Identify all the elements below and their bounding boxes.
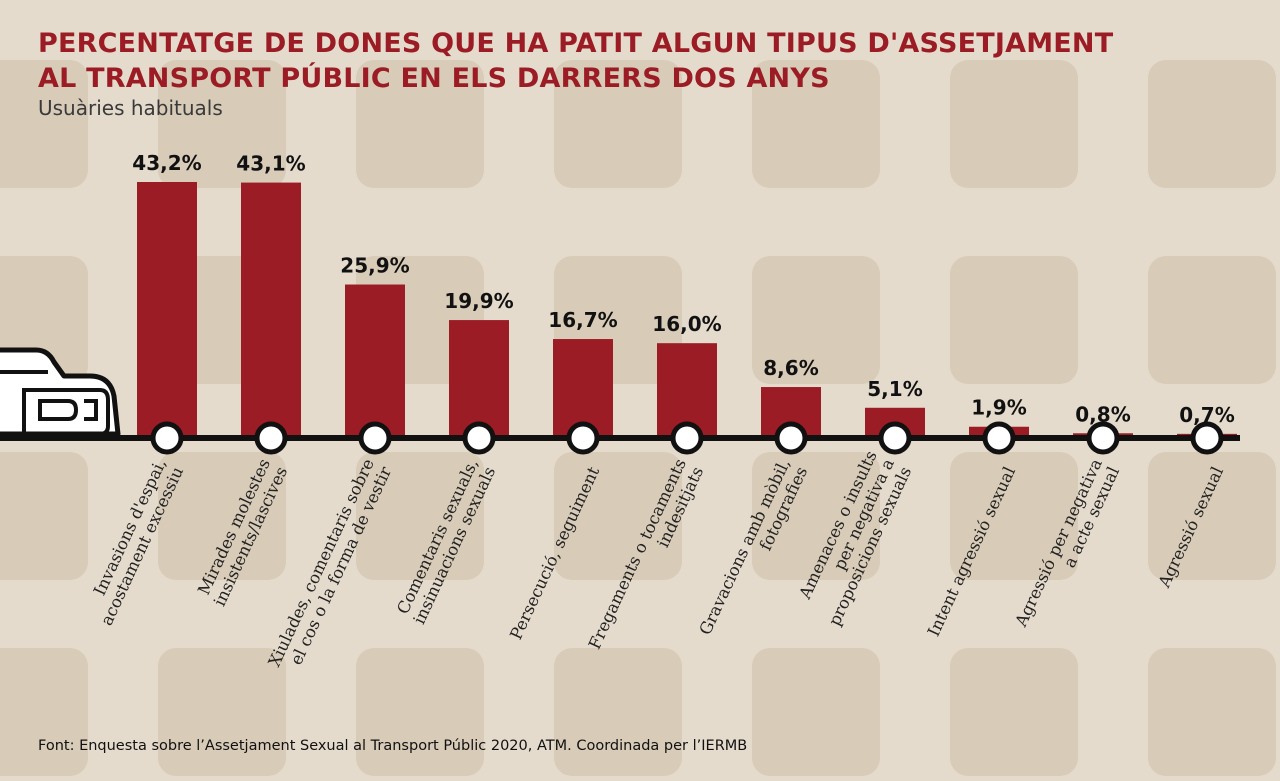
background-tile — [0, 452, 88, 580]
train-icon — [0, 347, 121, 437]
station-stop-icon — [358, 421, 392, 455]
station-stop-icon — [982, 421, 1016, 455]
category-label-line: Gravacions amb mòbil, — [696, 456, 794, 638]
bar — [137, 182, 197, 438]
chart-title-line-1: PERCENTATGE DE DONES QUE HA PATIT ALGUN … — [38, 28, 1114, 59]
category-label: Gravacions amb mòbil,fotografies — [696, 456, 812, 638]
background-tile — [752, 648, 880, 776]
station-stop-icon — [1086, 421, 1120, 455]
category-label-line: Intent agressió sexual — [924, 464, 1019, 639]
background-tile — [158, 60, 286, 188]
background-tile — [950, 256, 1078, 384]
value-label: 43,2% — [132, 151, 201, 175]
bar — [345, 284, 405, 438]
background-tile — [950, 648, 1078, 776]
station-stop-icon — [462, 421, 496, 455]
category-label: Invasions d'espai,acostament excessiu — [90, 456, 187, 629]
background-tile — [554, 648, 682, 776]
category-labels-group: Invasions d'espai,acostament excessiu Mir… — [90, 448, 1227, 670]
background-tile — [752, 60, 880, 188]
value-label: 5,1% — [867, 377, 922, 401]
category-label: Comentaris sexuals,insinuacions sexuals — [393, 456, 499, 627]
chart-title: PERCENTATGE DE DONES QUE HA PATIT ALGUN … — [38, 26, 1238, 96]
background-tile — [554, 60, 682, 188]
station-stop-icon — [1190, 421, 1224, 455]
category-label-line: Agressió sexual — [1154, 464, 1227, 591]
stations-group — [150, 421, 1224, 455]
station-stop-icon — [670, 421, 704, 455]
value-label: 16,7% — [548, 308, 617, 332]
background-tile — [158, 648, 286, 776]
background-tile — [0, 648, 88, 776]
station-stop-icon — [878, 421, 912, 455]
background-tile — [752, 256, 880, 384]
station-stop-icon — [150, 421, 184, 455]
background-tile — [752, 452, 880, 580]
background-tile — [356, 60, 484, 188]
background-tile — [356, 452, 484, 580]
category-label-line: Persecució, seguiment — [506, 463, 603, 642]
background-tile — [0, 60, 88, 188]
background-tile — [1148, 648, 1276, 776]
source-note: Font: Enquesta sobre l’Assetjament Sexua… — [38, 738, 748, 754]
background-tile — [356, 648, 484, 776]
value-label: 16,0% — [652, 312, 721, 336]
background-tile — [158, 452, 286, 580]
station-stop-icon — [254, 421, 288, 455]
station-stop-icon — [774, 421, 808, 455]
bar — [241, 182, 301, 438]
value-labels-group: 43,2% 43,1% 25,9% 19,9% 16,7% 16,0% 8,6% 5,1% 1,… — [132, 151, 1234, 427]
category-label: Agressió sexual — [1154, 464, 1227, 591]
chart-subtitle: Usuàries habituals — [38, 96, 223, 120]
value-label: 19,9% — [444, 289, 513, 313]
category-label: Persecució, seguiment — [506, 463, 603, 642]
value-label: 43,1% — [236, 152, 305, 176]
background-tile — [554, 452, 682, 580]
bars-group — [137, 182, 1237, 438]
value-label: 0,7% — [1179, 403, 1234, 427]
background-tile — [1148, 452, 1276, 580]
category-label-line: el cos o la forma de vestir — [287, 464, 396, 668]
background-tile — [950, 452, 1078, 580]
value-label: 8,6% — [763, 356, 818, 380]
chart-title-line-2: AL TRANSPORT PÚBLIC EN ELS DARRERS DOS A… — [38, 63, 830, 94]
background-tile — [1148, 60, 1276, 188]
value-label: 0,8% — [1075, 402, 1130, 426]
category-label: Intent agressió sexual — [924, 464, 1019, 639]
value-label: 1,9% — [971, 396, 1026, 420]
category-label-line: Fregaments o tocaments — [585, 456, 690, 652]
background-tile — [950, 60, 1078, 188]
value-label: 25,9% — [340, 254, 409, 278]
bar — [449, 320, 509, 438]
station-stop-icon — [566, 421, 600, 455]
category-label-line: Agressió per negativa — [1011, 456, 1106, 631]
background-tile — [1148, 256, 1276, 384]
